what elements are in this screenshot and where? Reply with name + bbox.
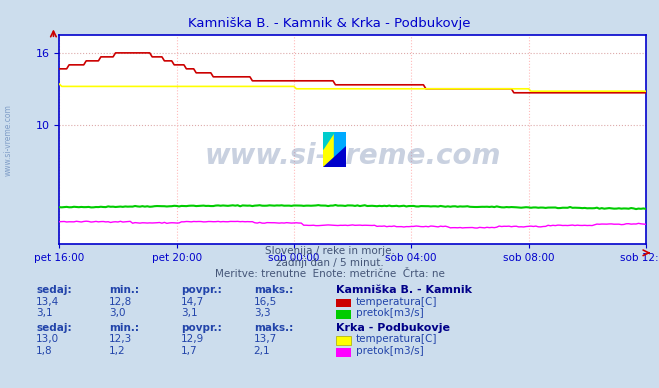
Text: www.si-vreme.com: www.si-vreme.com xyxy=(204,142,501,170)
Text: maks.:: maks.: xyxy=(254,285,293,295)
Text: 16,5: 16,5 xyxy=(254,296,277,307)
Text: 13,7: 13,7 xyxy=(254,334,277,344)
Text: Slovenija / reke in morje.: Slovenija / reke in morje. xyxy=(264,246,395,256)
Text: 12,8: 12,8 xyxy=(109,296,132,307)
Text: zadnji dan / 5 minut.: zadnji dan / 5 minut. xyxy=(275,258,384,268)
Text: 12,9: 12,9 xyxy=(181,334,204,344)
Text: temperatura[C]: temperatura[C] xyxy=(356,334,438,344)
Text: www.si-vreme.com: www.si-vreme.com xyxy=(3,104,13,176)
Text: Kamniška B. - Kamnik: Kamniška B. - Kamnik xyxy=(336,285,472,295)
Text: 3,1: 3,1 xyxy=(36,308,53,318)
Text: 1,2: 1,2 xyxy=(109,346,125,356)
Text: maks.:: maks.: xyxy=(254,322,293,333)
Text: povpr.:: povpr.: xyxy=(181,322,222,333)
Text: 1,8: 1,8 xyxy=(36,346,53,356)
Text: 13,0: 13,0 xyxy=(36,334,59,344)
Text: 3,3: 3,3 xyxy=(254,308,270,318)
Text: temperatura[C]: temperatura[C] xyxy=(356,296,438,307)
Text: sedaj:: sedaj: xyxy=(36,322,72,333)
Text: pretok[m3/s]: pretok[m3/s] xyxy=(356,308,424,318)
Text: 14,7: 14,7 xyxy=(181,296,204,307)
Text: 2,1: 2,1 xyxy=(254,346,270,356)
Text: 12,3: 12,3 xyxy=(109,334,132,344)
Text: povpr.:: povpr.: xyxy=(181,285,222,295)
Text: 1,7: 1,7 xyxy=(181,346,198,356)
Text: pretok[m3/s]: pretok[m3/s] xyxy=(356,346,424,356)
Text: 3,0: 3,0 xyxy=(109,308,125,318)
Text: min.:: min.: xyxy=(109,285,139,295)
Text: Kamniška B. - Kamnik & Krka - Podbukovje: Kamniška B. - Kamnik & Krka - Podbukovje xyxy=(188,17,471,31)
Bar xyxy=(323,132,335,167)
Bar xyxy=(335,132,346,167)
Text: min.:: min.: xyxy=(109,322,139,333)
Text: 3,1: 3,1 xyxy=(181,308,198,318)
Text: 13,4: 13,4 xyxy=(36,296,59,307)
Polygon shape xyxy=(323,146,346,167)
Polygon shape xyxy=(323,132,335,149)
Text: Meritve: trenutne  Enote: metrične  Črta: ne: Meritve: trenutne Enote: metrične Črta: … xyxy=(215,269,444,279)
Text: Krka - Podbukovje: Krka - Podbukovje xyxy=(336,322,450,333)
Text: sedaj:: sedaj: xyxy=(36,285,72,295)
